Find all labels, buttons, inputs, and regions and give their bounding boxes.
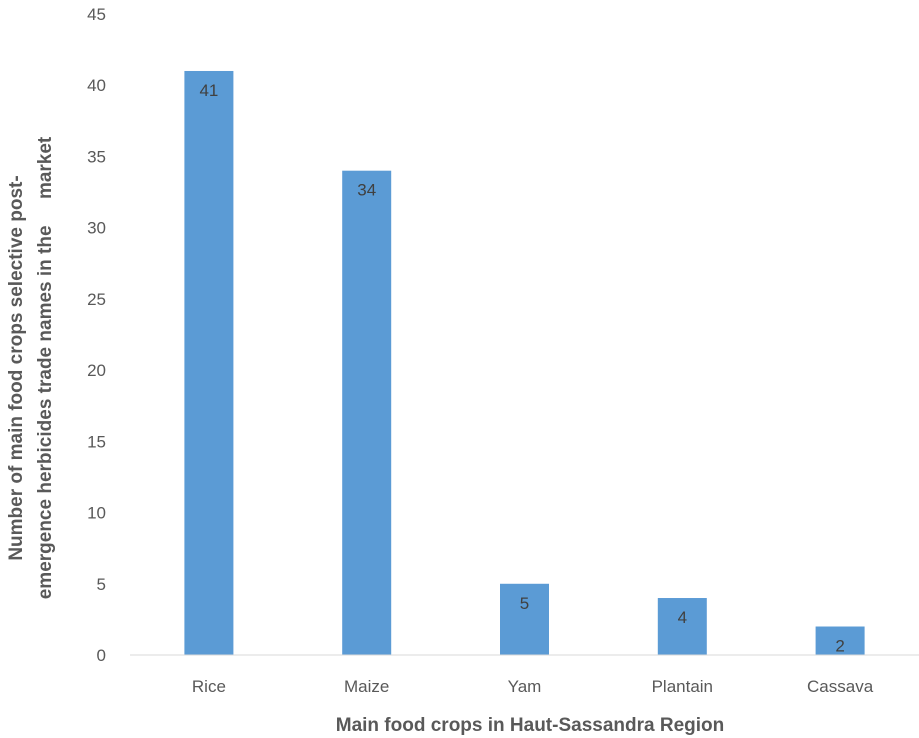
y-axis-ticks: 0 5 10 15 20 25 30 35 40 45 bbox=[87, 5, 106, 665]
y-tick-label: 15 bbox=[87, 432, 106, 451]
y-axis-title-line-1: Number of main food crops selective post… bbox=[6, 175, 27, 560]
bar-plantain bbox=[657, 598, 707, 655]
y-tick-label: 45 bbox=[87, 5, 106, 24]
y-axis-title: Number of main food crops selective post… bbox=[6, 136, 56, 599]
y-tick-label: 5 bbox=[97, 575, 106, 594]
y-tick-label: 0 bbox=[97, 646, 106, 665]
y-tick-label: 35 bbox=[87, 147, 106, 166]
x-tick-label: Yam bbox=[508, 677, 542, 696]
y-tick-label: 30 bbox=[87, 219, 106, 238]
data-label: 5 bbox=[520, 594, 529, 613]
y-tick-label: 10 bbox=[87, 504, 106, 523]
x-tick-label: Rice bbox=[192, 677, 226, 696]
x-tick-label: Maize bbox=[344, 677, 389, 696]
y-tick-label: 20 bbox=[87, 361, 106, 380]
data-label: 34 bbox=[357, 181, 376, 200]
y-axis-title-line-2: emergence herbicides trade names in the … bbox=[35, 136, 56, 599]
data-label: 2 bbox=[835, 637, 844, 656]
y-tick-label: 25 bbox=[87, 290, 106, 309]
bar-yam bbox=[500, 583, 549, 655]
data-label: 4 bbox=[678, 608, 687, 627]
bars: 41 34 5 4 2 bbox=[184, 70, 865, 656]
bar-rice bbox=[184, 70, 234, 655]
bar-cassava bbox=[815, 626, 865, 655]
x-axis-title: Main food crops in Haut-Sassandra Region bbox=[336, 715, 725, 736]
y-tick-label: 40 bbox=[87, 76, 106, 95]
x-axis-ticks: Rice Maize Yam Plantain Cassava bbox=[192, 677, 874, 696]
x-tick-label: Cassava bbox=[807, 677, 874, 696]
bar-maize bbox=[342, 170, 392, 655]
data-label: 41 bbox=[199, 81, 218, 100]
x-tick-label: Plantain bbox=[652, 677, 713, 696]
